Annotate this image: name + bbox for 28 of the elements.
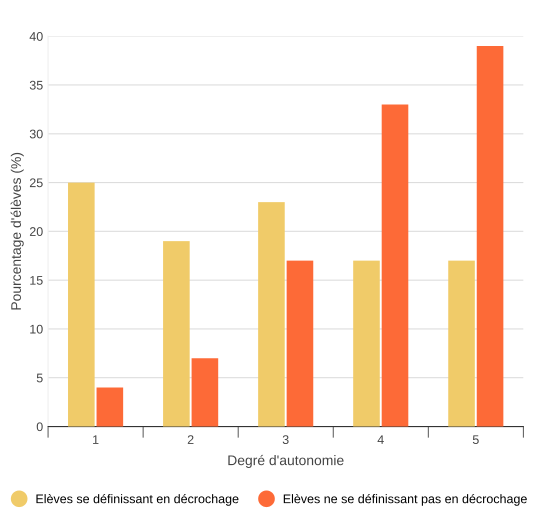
bar <box>476 46 504 427</box>
legend-label: Elèves se définissant en décrochage <box>36 494 238 506</box>
y-tick-label: 10 <box>30 324 43 334</box>
y-tick-label: 40 <box>30 32 43 41</box>
bar <box>286 260 314 427</box>
bar <box>192 358 218 427</box>
x-tick-label: 3 <box>282 435 289 444</box>
x-tick-label: 1 <box>93 435 98 444</box>
bar <box>382 104 408 427</box>
y-tick-label: 25 <box>30 178 43 188</box>
y-axis-title: Pourcentage d'élèves (%) <box>10 152 24 310</box>
x-tick-label: 2 <box>188 435 194 444</box>
bar <box>448 260 475 427</box>
x-tick-label: 5 <box>472 435 479 444</box>
y-tick-label: 5 <box>36 374 43 382</box>
y-tick-label: 35 <box>30 80 43 90</box>
y-tick-label: 30 <box>30 130 43 138</box>
y-tick-label: 0 <box>36 422 43 432</box>
x-axis-title: Degré d'autonomie <box>228 454 344 468</box>
bar <box>163 241 190 427</box>
bar <box>96 387 124 427</box>
legend-label: Elèves ne se définissant pas en décrochage <box>284 494 527 506</box>
y-tick-label: 20 <box>30 227 43 236</box>
bar <box>258 202 285 427</box>
bar <box>353 260 380 427</box>
bar <box>68 182 95 427</box>
x-tick-label: 4 <box>378 435 384 444</box>
y-tick-label: 15 <box>30 276 43 285</box>
